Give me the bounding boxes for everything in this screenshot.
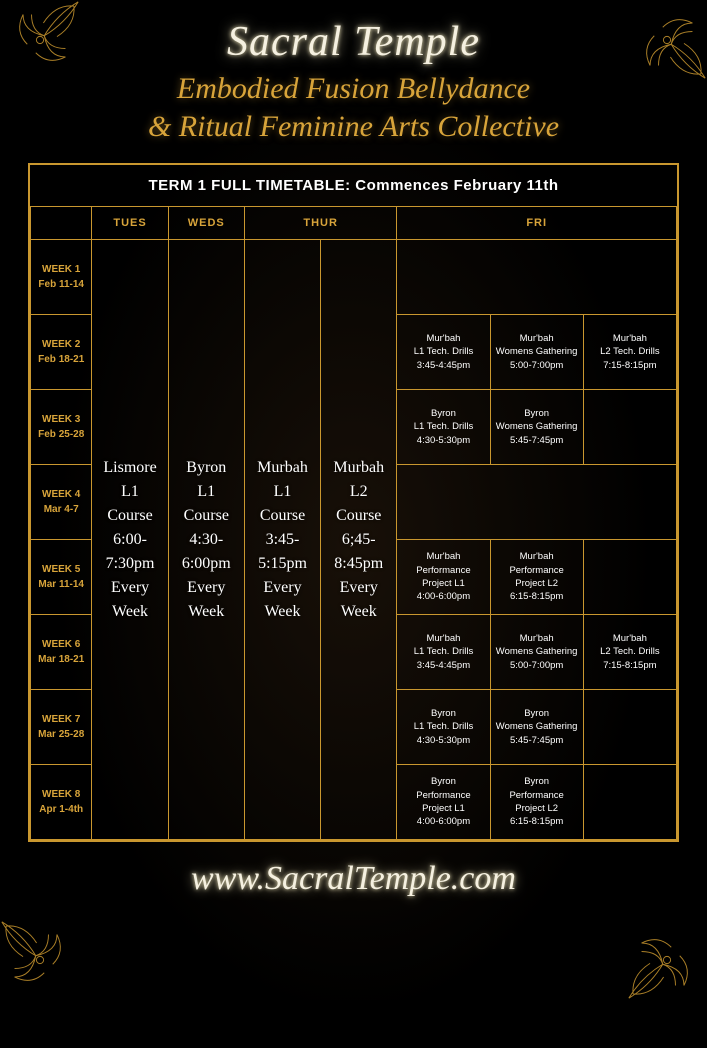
weds-word: Course xyxy=(184,507,229,524)
w2-fri-c1: Mur'bah L1 Tech. Drills 3:45-4:45pm xyxy=(397,315,490,390)
header-fri: FRI xyxy=(397,207,677,240)
w8-fri-c3-empty xyxy=(583,765,676,840)
week3-dates: Feb 25-28 xyxy=(38,429,84,440)
header-weds: WEDS xyxy=(168,207,244,240)
subtitle: Embodied Fusion Bellydance & Ritual Femi… xyxy=(0,70,707,145)
week2-name: WEEK 2 xyxy=(42,339,80,350)
weds-course: Byron L1 Course 4:30-6:00pm Every Week xyxy=(168,240,244,840)
week1-label: WEEK 1 Feb 11-14 xyxy=(31,240,92,315)
week5-dates: Mar 11-14 xyxy=(38,579,84,590)
week1-name: WEEK 1 xyxy=(42,264,80,275)
week1-dates: Feb 11-14 xyxy=(38,279,84,290)
w1-fri-empty xyxy=(397,240,677,315)
thur2-word: Course xyxy=(336,507,381,524)
thur1-course: Murbah L1 Course 3:45-5:15pm Every Week xyxy=(244,240,320,840)
thur1-time: 3:45-5:15pm xyxy=(258,531,307,572)
timetable-container: TERM 1 FULL TIMETABLE: Commences Februar… xyxy=(28,163,679,842)
subtitle-line1: Embodied Fusion Bellydance xyxy=(177,72,530,105)
tues-word: Course xyxy=(107,507,152,524)
tues-course: Lismore L1 Course 6:00-7:30pm Every Week xyxy=(92,240,168,840)
w5-fri-c2: Mur'bah Performance Project L2 6:15-8:15… xyxy=(490,540,583,615)
w3-fri-c1: Byron L1 Tech. Drills 4:30-5:30pm xyxy=(397,390,490,465)
thur2-freq: Every Week xyxy=(340,579,378,620)
week5-name: WEEK 5 xyxy=(42,564,80,575)
w7-fri-c2: Byron Womens Gathering 5:45-7:45pm xyxy=(490,690,583,765)
term-header: TERM 1 FULL TIMETABLE: Commences Februar… xyxy=(30,165,677,207)
week8-name: WEEK 8 xyxy=(42,789,80,800)
tues-time: 6:00-7:30pm xyxy=(106,531,155,572)
weds-freq: Every Week xyxy=(187,579,225,620)
w7-fri-c1: Byron L1 Tech. Drills 4:30-5:30pm xyxy=(397,690,490,765)
day-header-row: TUES WEDS THUR FRI xyxy=(31,207,677,240)
week5-label: WEEK 5 Mar 11-14 xyxy=(31,540,92,615)
main-title: Sacral Temple xyxy=(0,18,707,66)
week7-name: WEEK 7 xyxy=(42,714,80,725)
week3-label: WEEK 3 Feb 25-28 xyxy=(31,390,92,465)
tues-loc: Lismore xyxy=(103,459,156,476)
w7-fri-c3-empty xyxy=(583,690,676,765)
week4-label: WEEK 4 Mar 4-7 xyxy=(31,465,92,540)
week7-label: WEEK 7 Mar 25-28 xyxy=(31,690,92,765)
thur1-freq: Every Week xyxy=(263,579,301,620)
week8-dates: Apr 1-4th xyxy=(39,804,83,815)
w8-fri-c1: Byron Performance Project L1 4:00-6:00pm xyxy=(397,765,490,840)
header-thur: THUR xyxy=(244,207,396,240)
thur2-time: 6;45-8:45pm xyxy=(334,531,383,572)
tues-lvl: L1 xyxy=(121,483,139,500)
week6-dates: Mar 18-21 xyxy=(38,654,84,665)
subtitle-line2: & Ritual Feminine Arts Collective xyxy=(148,110,559,143)
w5-fri-c1: Mur'bah Performance Project L1 4:00-6:00… xyxy=(397,540,490,615)
week6-name: WEEK 6 xyxy=(42,639,80,650)
w3-fri-c2: Byron Womens Gathering 5:45-7:45pm xyxy=(490,390,583,465)
w3-fri-c3-empty xyxy=(583,390,676,465)
timetable: TUES WEDS THUR FRI WEEK 1 Feb 11-14 Lism… xyxy=(30,207,677,840)
header-tues: TUES xyxy=(92,207,168,240)
thur1-word: Course xyxy=(260,507,305,524)
footer: www.SacralTemple.com xyxy=(0,860,707,898)
weds-lvl: L1 xyxy=(197,483,215,500)
week4-name: WEEK 4 xyxy=(42,489,80,500)
weds-loc: Byron xyxy=(186,459,226,476)
header: Sacral Temple Embodied Fusion Bellydance… xyxy=(0,0,707,155)
week3-name: WEEK 3 xyxy=(42,414,80,425)
w6-fri-c3: Mur'bah L2 Tech. Drills 7:15-8:15pm xyxy=(583,615,676,690)
weds-time: 4:30-6:00pm xyxy=(182,531,231,572)
w6-fri-c2: Mur'bah Womens Gathering 5:00-7:00pm xyxy=(490,615,583,690)
week4-dates: Mar 4-7 xyxy=(44,504,79,515)
thur2-lvl: L2 xyxy=(350,483,368,500)
row-week1: WEEK 1 Feb 11-14 Lismore L1 Course 6:00-… xyxy=(31,240,677,315)
week2-dates: Feb 18-21 xyxy=(38,354,84,365)
week2-label: WEEK 2 Feb 18-21 xyxy=(31,315,92,390)
tues-freq: Every Week xyxy=(111,579,149,620)
corner-blank xyxy=(31,207,92,240)
thur1-loc: Murbah xyxy=(257,459,308,476)
w5-fri-c3-empty xyxy=(583,540,676,615)
w2-fri-c2: Mur'bah Womens Gathering 5:00-7:00pm xyxy=(490,315,583,390)
week7-dates: Mar 25-28 xyxy=(38,729,84,740)
thur1-lvl: L1 xyxy=(274,483,292,500)
w8-fri-c2: Byron Performance Project L2 6:15-8:15pm xyxy=(490,765,583,840)
w6-fri-c1: Mur'bah L1 Tech. Drills 3:45-4:45pm xyxy=(397,615,490,690)
w4-fri-empty xyxy=(397,465,677,540)
week8-label: WEEK 8 Apr 1-4th xyxy=(31,765,92,840)
w2-fri-c3: Mur'bah L2 Tech. Drills 7:15-8:15pm xyxy=(583,315,676,390)
week6-label: WEEK 6 Mar 18-21 xyxy=(31,615,92,690)
website-url: www.SacralTemple.com xyxy=(0,860,707,898)
thur2-course: Murbah L2 Course 6;45-8:45pm Every Week xyxy=(321,240,397,840)
thur2-loc: Murbah xyxy=(333,459,384,476)
